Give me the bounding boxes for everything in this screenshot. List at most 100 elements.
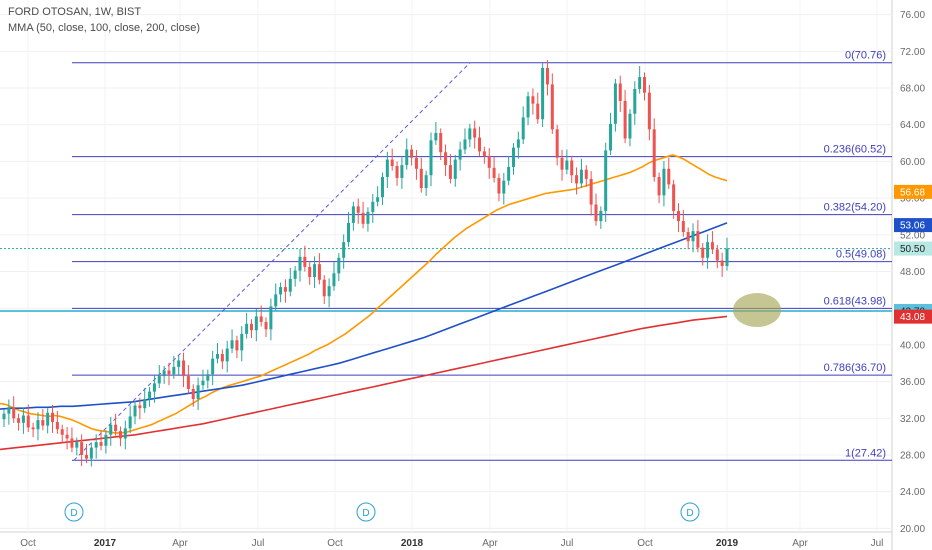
candle-body bbox=[453, 159, 457, 179]
candle-body bbox=[715, 249, 719, 261]
candle-body bbox=[570, 160, 574, 176]
candle-body bbox=[123, 428, 127, 439]
x-tick-label: Jul bbox=[561, 538, 574, 549]
candle-body bbox=[177, 360, 181, 367]
candle-body bbox=[647, 92, 651, 130]
candle-body bbox=[555, 129, 559, 158]
candle-body bbox=[701, 247, 705, 258]
candle-body bbox=[143, 399, 147, 409]
candle-body bbox=[279, 287, 283, 295]
candle-body bbox=[672, 184, 676, 211]
y-tick-label: 64.00 bbox=[900, 120, 925, 131]
candle-body bbox=[118, 431, 122, 439]
candle-body bbox=[487, 155, 491, 168]
candle-body bbox=[128, 416, 132, 429]
candle-body bbox=[172, 366, 176, 375]
candle-body bbox=[55, 421, 59, 430]
candle-body bbox=[710, 242, 714, 250]
candle-body bbox=[36, 420, 40, 430]
candle-body bbox=[395, 166, 399, 178]
price-badge: 56.68 bbox=[894, 184, 932, 199]
candle-body bbox=[419, 168, 423, 189]
price-badge-bg bbox=[894, 309, 932, 324]
candle-body bbox=[269, 306, 273, 330]
candle-body bbox=[458, 149, 462, 160]
candle-body bbox=[579, 169, 583, 184]
candle-body bbox=[225, 348, 229, 362]
candle-body bbox=[565, 160, 569, 170]
candle-body bbox=[191, 388, 195, 399]
candle-body bbox=[492, 167, 496, 178]
candle-body bbox=[26, 415, 30, 428]
target-zone-ellipse bbox=[733, 293, 781, 328]
candle-body bbox=[390, 159, 394, 167]
candle-body bbox=[638, 77, 642, 89]
candle-body bbox=[84, 454, 88, 459]
candle-body bbox=[264, 321, 268, 330]
candle-body bbox=[623, 100, 627, 139]
candle-body bbox=[667, 168, 671, 185]
fib-level-label: 0.618(43.98) bbox=[824, 295, 886, 307]
x-tick-label: Oct bbox=[20, 538, 36, 549]
candle-body bbox=[444, 152, 448, 166]
dividend-marker: D bbox=[64, 502, 84, 522]
y-tick-label: 28.00 bbox=[900, 450, 925, 461]
candle-body bbox=[405, 149, 409, 166]
candle-body bbox=[696, 231, 700, 248]
candle-body bbox=[507, 166, 511, 181]
candle-body bbox=[337, 257, 341, 274]
candle-body bbox=[366, 211, 370, 224]
y-tick-label: 20.00 bbox=[900, 524, 925, 535]
y-tick-label: 40.00 bbox=[900, 340, 925, 351]
ma-50-line bbox=[0, 154, 728, 434]
candle-body bbox=[293, 270, 297, 279]
candle-body bbox=[342, 242, 346, 258]
candle-body bbox=[182, 360, 186, 377]
candle-body bbox=[633, 88, 637, 114]
candle-body bbox=[240, 333, 244, 351]
candle-body bbox=[41, 420, 45, 426]
candle-body bbox=[463, 139, 467, 150]
candle-body bbox=[245, 323, 249, 334]
dividend-marker: D bbox=[680, 502, 700, 522]
candle-body bbox=[720, 260, 724, 266]
candle-body bbox=[434, 133, 438, 141]
candle-body bbox=[12, 407, 16, 419]
candle-body bbox=[70, 438, 74, 448]
candle-body bbox=[521, 117, 525, 140]
candle-body bbox=[167, 370, 171, 375]
candle-body bbox=[201, 380, 205, 386]
candle-body bbox=[497, 177, 501, 194]
candle-body bbox=[511, 147, 516, 167]
ma-200-line bbox=[0, 315, 728, 451]
candle-body bbox=[560, 157, 564, 170]
candle-body bbox=[46, 412, 50, 426]
x-tick-label: Oct bbox=[637, 538, 653, 549]
candle-body bbox=[327, 286, 331, 297]
candle-body bbox=[186, 376, 190, 389]
candle-body bbox=[691, 231, 695, 242]
candle-body bbox=[725, 248, 729, 266]
candle-body bbox=[681, 221, 685, 233]
y-tick-label: 68.00 bbox=[900, 84, 925, 95]
y-tick-label: 56.00 bbox=[900, 194, 925, 205]
candle-body bbox=[259, 316, 263, 322]
candle-body bbox=[380, 177, 384, 198]
candle-body bbox=[414, 157, 418, 169]
candle-body bbox=[594, 204, 598, 222]
dividend-marker-circle bbox=[356, 502, 376, 522]
candle-body bbox=[152, 383, 156, 392]
fib-level-label: 0.382(54.20) bbox=[824, 202, 886, 214]
candle-body bbox=[439, 133, 443, 153]
candle-body bbox=[31, 427, 35, 430]
dividend-marker: D bbox=[356, 502, 376, 522]
candle-body bbox=[7, 407, 11, 414]
dividend-marker-label: D bbox=[362, 508, 369, 519]
candle-body bbox=[652, 129, 656, 178]
candle-body bbox=[75, 442, 79, 448]
fib-level-label: 0.786(36.70) bbox=[824, 362, 886, 374]
candle-body bbox=[478, 137, 482, 152]
candle-body bbox=[604, 150, 608, 211]
x-tick-label: Oct bbox=[327, 538, 343, 549]
